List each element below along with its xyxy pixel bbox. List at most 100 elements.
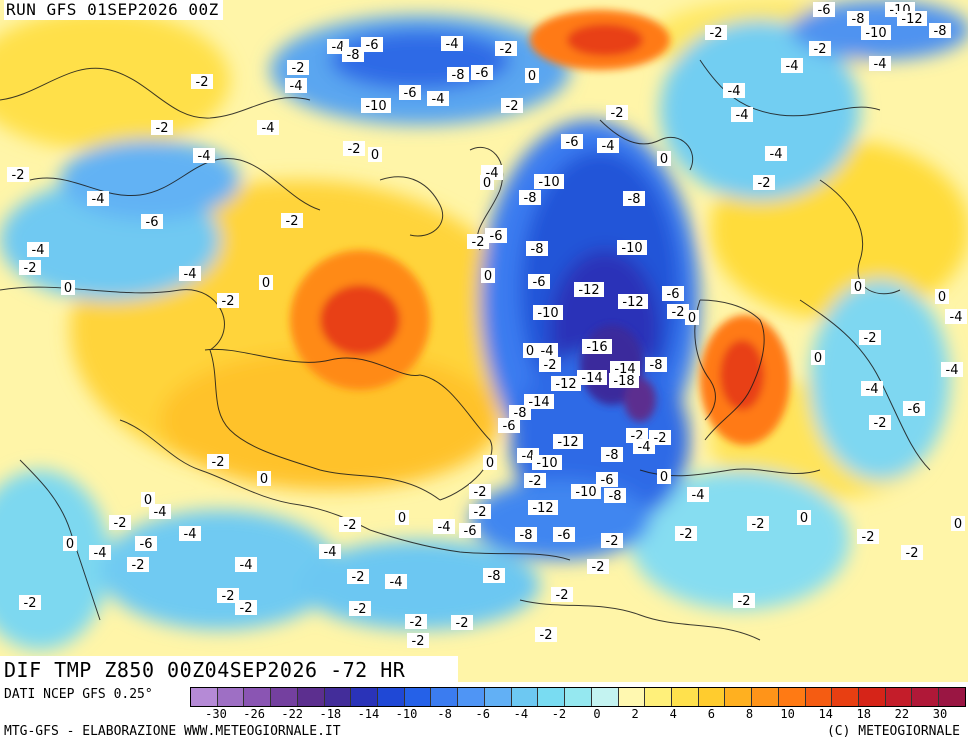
contour-label: -6 [141, 214, 163, 230]
svg-text:-10: -10 [536, 456, 557, 471]
contour-label: -2 [469, 484, 491, 500]
svg-text:-4: -4 [946, 363, 959, 378]
legend-swatch [271, 688, 298, 706]
contour-label: -2 [405, 614, 427, 630]
svg-text:-2: -2 [556, 588, 569, 603]
contour-label: -2 [407, 633, 429, 649]
contour-label: -2 [451, 615, 473, 631]
legend-swatch [244, 688, 272, 706]
contour-label: -2 [857, 529, 879, 545]
contour-label: -4 [536, 343, 558, 359]
contour-label: -2 [705, 25, 727, 41]
contour-label: -2 [809, 41, 831, 57]
svg-text:-6: -6 [476, 66, 489, 81]
contour-label: -2 [601, 533, 623, 549]
contour-label: -6 [498, 418, 520, 434]
contour-label: -8 [519, 190, 541, 206]
contour-label: -14 [577, 370, 607, 386]
svg-text:-4: -4 [198, 149, 211, 164]
svg-text:-8: -8 [650, 358, 663, 373]
svg-text:-2: -2 [352, 570, 365, 585]
contour-label: -4 [179, 266, 201, 282]
map-title: DIF TMP Z850 00Z04SEP2026 -72 HR [0, 656, 458, 684]
svg-text:-12: -12 [532, 501, 553, 516]
svg-text:-2: -2 [506, 99, 519, 114]
legend-swatch [858, 688, 886, 706]
svg-text:-10: -10 [538, 175, 559, 190]
svg-text:-8: -8 [514, 406, 527, 421]
svg-text:-10: -10 [621, 241, 642, 256]
contour-label: 0 [368, 147, 382, 163]
contour-label: -2 [127, 557, 149, 573]
svg-text:0: 0 [800, 511, 808, 526]
legend-swatch [404, 688, 432, 706]
contour-label: -4 [193, 148, 215, 164]
svg-text:-4: -4 [184, 267, 197, 282]
svg-text:-2: -2 [348, 142, 361, 157]
contour-label: 0 [483, 455, 497, 471]
svg-text:-8: -8 [609, 489, 622, 504]
svg-text:0: 0 [528, 69, 536, 84]
svg-text:-2: -2 [758, 176, 771, 191]
legend-swatch [912, 688, 940, 706]
contour-label: 0 [141, 492, 155, 508]
svg-text:-4: -4 [332, 40, 345, 55]
legend-tick-label: -2 [551, 707, 567, 721]
svg-text:0: 0 [483, 176, 491, 191]
svg-text:-8: -8 [452, 68, 465, 83]
legend-tick-label: -4 [513, 707, 529, 721]
contour-label: -2 [339, 517, 361, 533]
legend-swatch [671, 688, 699, 706]
contour-label: -2 [343, 141, 365, 157]
svg-text:0: 0 [484, 269, 492, 284]
svg-text:-4: -4 [92, 192, 105, 207]
svg-text:-2: -2 [222, 294, 235, 309]
svg-text:-10: -10 [365, 99, 386, 114]
svg-text:-2: -2 [354, 602, 367, 617]
legend-swatch [458, 688, 485, 706]
contour-label: -18 [609, 373, 639, 389]
svg-text:-6: -6 [667, 287, 680, 302]
contour-label: -6 [459, 523, 481, 539]
legend-swatch [431, 688, 459, 706]
svg-text:-4: -4 [786, 59, 799, 74]
svg-text:0: 0 [486, 456, 494, 471]
svg-text:-2: -2 [752, 517, 765, 532]
svg-text:-4: -4 [446, 37, 459, 52]
svg-text:-2: -2 [606, 534, 619, 549]
contour-label: -2 [19, 260, 41, 276]
contour-label: -4 [285, 78, 307, 94]
svg-text:-2: -2 [500, 42, 513, 57]
svg-text:-6: -6 [503, 419, 516, 434]
contour-label: -2 [207, 454, 229, 470]
svg-text:-6: -6 [818, 3, 831, 18]
contour-label: -4 [319, 544, 341, 560]
svg-text:-8: -8 [628, 192, 641, 207]
contour-label: -2 [539, 357, 561, 373]
legend-swatch [832, 688, 859, 706]
legend-tick-label: -10 [395, 707, 418, 721]
svg-text:-4: -4 [874, 57, 887, 72]
contour-label: 0 [395, 510, 409, 526]
svg-text:-2: -2 [114, 516, 127, 531]
legend-tick-label: -14 [357, 707, 380, 721]
contour-label: -4 [385, 574, 407, 590]
contour-label: -4 [149, 504, 171, 520]
contour-label: -2 [535, 627, 557, 643]
legend-tick-label: 18 [856, 707, 872, 721]
contour-label: -10 [532, 455, 562, 471]
contour-label: -4 [869, 56, 891, 72]
svg-text:-2: -2 [156, 121, 169, 136]
svg-text:-6: -6 [601, 473, 614, 488]
svg-text:-6: -6 [566, 135, 579, 150]
svg-text:-6: -6 [404, 86, 417, 101]
svg-text:-10: -10 [575, 485, 596, 500]
legend-swatch [324, 688, 352, 706]
legend-swatch [885, 688, 913, 706]
legend-tick-label: 22 [894, 707, 910, 721]
color-legend-bar [190, 687, 966, 707]
svg-text:-4: -4 [390, 575, 403, 590]
contour-label: -8 [526, 241, 548, 257]
svg-text:-12: -12 [578, 283, 599, 298]
credit-left: MTG-GFS - ELABORAZIONE WWW.METEOGIORNALE… [4, 724, 341, 739]
